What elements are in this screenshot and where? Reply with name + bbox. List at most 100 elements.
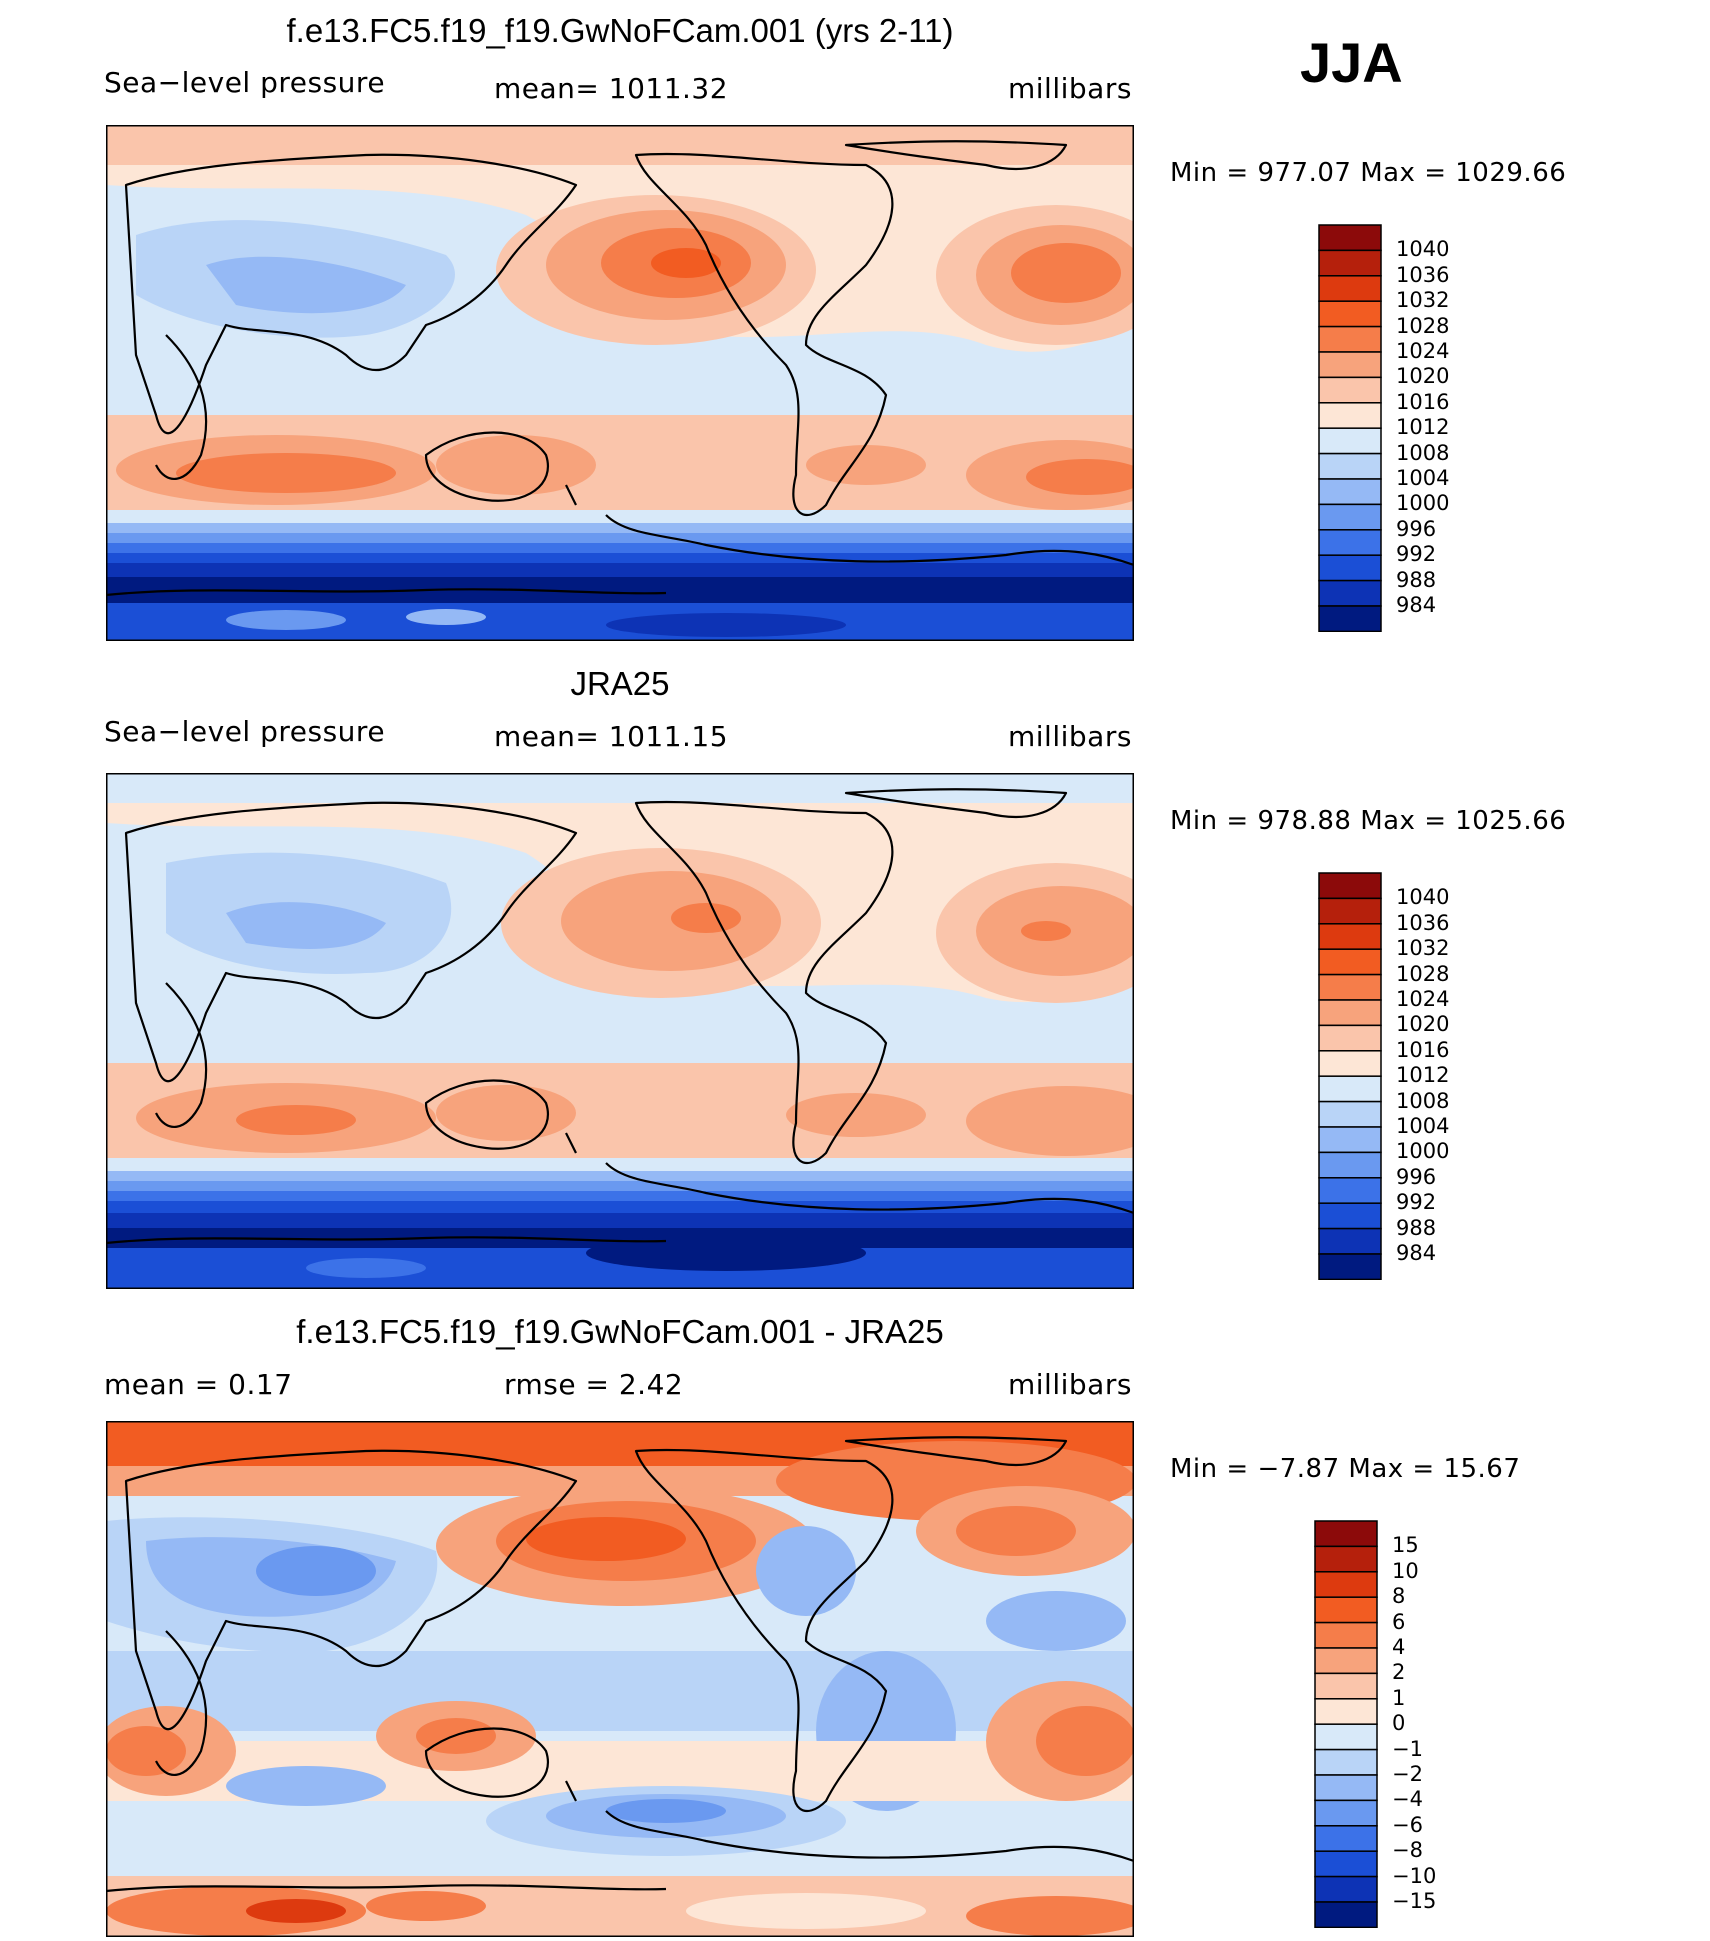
colorbar-box	[1318, 224, 1382, 252]
colorbar-box	[1318, 1151, 1382, 1179]
colorbar-tick-label: −15	[1392, 1889, 1437, 1913]
colorbar-box	[1318, 351, 1382, 379]
colorbar-tick-label: 1040	[1396, 237, 1450, 262]
panel1-minmax: Min = 977.07 Max = 1029.66	[1170, 158, 1567, 188]
colorbar-tick-label: 1012	[1396, 1063, 1450, 1088]
colorbar-tick-label: 8	[1392, 1584, 1406, 1609]
colorbar-tick-label: 988	[1396, 1215, 1437, 1240]
panel2-units-label: millibars	[1008, 720, 1132, 753]
colorbar-tick-label: 1020	[1396, 1012, 1450, 1037]
colorbar-tick-label: 992	[1396, 1190, 1437, 1215]
colorbar-tick-label: 1004	[1396, 1114, 1450, 1138]
colorbar-box	[1318, 948, 1382, 976]
colorbar-tick-label: −1	[1392, 1736, 1423, 1761]
colorbar-box	[1314, 1748, 1378, 1776]
panel3-rmse-label: rmse = 2.42	[504, 1368, 684, 1401]
panel2-title: JRA25	[570, 665, 670, 702]
colorbar-box	[1318, 897, 1382, 925]
colorbar-tick-label: 2	[1392, 1660, 1406, 1685]
colorbar-box	[1314, 1850, 1378, 1878]
colorbar-tick-label: 1024	[1396, 987, 1450, 1011]
colorbar-box	[1318, 1227, 1382, 1255]
colorbar-box	[1318, 376, 1382, 404]
panel3-units-label: millibars	[1008, 1368, 1132, 1401]
colorbar-box	[1318, 529, 1382, 556]
panel3-map	[106, 1421, 1134, 1937]
colorbar-box	[1314, 1571, 1378, 1598]
colorbar-tick-label: 1012	[1396, 415, 1450, 440]
panel2-minmax: Min = 978.88 Max = 1025.66	[1170, 806, 1567, 836]
colorbar-tick-label: 1008	[1396, 440, 1450, 465]
colorbar-tick-label: 984	[1396, 593, 1437, 617]
colorbar-box	[1318, 872, 1382, 900]
colorbar-box	[1314, 1723, 1378, 1751]
colorbar-tick-label: 1000	[1396, 491, 1450, 516]
panel2-mean-label: mean= 1011.15	[494, 720, 729, 753]
colorbar-tick-label: −6	[1392, 1812, 1423, 1837]
colorbar-box	[1318, 478, 1382, 506]
colorbar-tick-label: 1028	[1396, 961, 1450, 986]
colorbar-tick-label: −2	[1392, 1762, 1423, 1786]
colorbar-box	[1318, 1253, 1382, 1280]
colorbar-box	[1318, 1024, 1382, 1052]
panel2-colorbar	[1318, 872, 1382, 1280]
colorbar-tick-label: 988	[1396, 567, 1437, 592]
colorbar-box	[1314, 1698, 1378, 1725]
colorbar-box	[1314, 1875, 1378, 1903]
colorbar-tick-label: 6	[1392, 1609, 1406, 1634]
colorbar-tick-label: 992	[1396, 542, 1437, 567]
colorbar-tick-label: 0	[1392, 1711, 1406, 1736]
colorbar-box	[1318, 1075, 1382, 1103]
colorbar-box	[1314, 1520, 1378, 1548]
panel3-colorbar	[1314, 1520, 1378, 1928]
colorbar-box	[1318, 554, 1382, 582]
colorbar-tick-label: 996	[1396, 1164, 1437, 1189]
colorbar-tick-label: 15	[1392, 1533, 1419, 1558]
colorbar-tick-label: 1016	[1396, 389, 1450, 414]
colorbar-box	[1314, 1621, 1378, 1649]
colorbar-box	[1318, 923, 1382, 950]
colorbar-box	[1318, 249, 1382, 277]
colorbar-box	[1314, 1774, 1378, 1802]
panel2-map	[106, 773, 1134, 1289]
colorbar-box	[1314, 1799, 1378, 1827]
colorbar-tick-label: 1000	[1396, 1139, 1450, 1164]
colorbar-tick-label: 1024	[1396, 339, 1450, 363]
colorbar-tick-label: 1008	[1396, 1088, 1450, 1113]
season-label: JJA	[1300, 31, 1403, 94]
colorbar-tick-label: 1016	[1396, 1037, 1450, 1062]
colorbar-box	[1314, 1901, 1378, 1928]
colorbar-tick-label: 1	[1392, 1685, 1406, 1710]
panel1-colorbar	[1318, 224, 1382, 632]
colorbar-tick-label: 1032	[1396, 288, 1450, 313]
colorbar-box	[1318, 427, 1382, 455]
panel3-minmax: Min = −7.87 Max = 15.67	[1170, 1454, 1521, 1484]
panel1-variable-label: Sea−level pressure	[104, 66, 386, 99]
colorbar-tick-label: 1036	[1396, 262, 1450, 287]
colorbar-box	[1318, 1126, 1382, 1154]
colorbar-box	[1318, 275, 1382, 302]
colorbar-box	[1318, 999, 1382, 1027]
colorbar-box	[1318, 973, 1382, 1001]
colorbar-tick-label: 4	[1392, 1635, 1406, 1659]
colorbar-tick-label: −8	[1392, 1838, 1423, 1863]
colorbar-box	[1314, 1596, 1378, 1624]
colorbar-box	[1318, 579, 1382, 607]
colorbar-tick-label: 996	[1396, 516, 1437, 541]
colorbar-tick-label: 10	[1392, 1558, 1419, 1583]
colorbar-box	[1314, 1825, 1378, 1852]
panel1-map	[106, 125, 1134, 641]
colorbar-box	[1318, 300, 1382, 328]
colorbar-tick-label: 1004	[1396, 466, 1450, 490]
panel2-variable-label: Sea−level pressure	[104, 715, 386, 748]
colorbar-box	[1318, 1100, 1382, 1128]
panel3-title: f.e13.FC5.f19_f19.GwNoFCam.001 - JRA25	[296, 1313, 944, 1350]
panel3-mean-label: mean = 0.17	[104, 1368, 293, 1401]
colorbar-box	[1318, 402, 1382, 429]
colorbar-box	[1318, 1202, 1382, 1230]
colorbar-box	[1318, 503, 1382, 531]
colorbar-tick-label: 1036	[1396, 910, 1450, 935]
colorbar-tick-label: −4	[1392, 1787, 1423, 1812]
colorbar-box	[1318, 1050, 1382, 1077]
panel1-mean-label: mean= 1011.32	[494, 72, 729, 105]
